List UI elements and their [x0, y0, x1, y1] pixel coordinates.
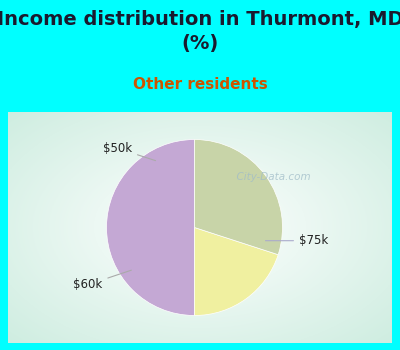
Wedge shape: [106, 140, 194, 315]
Text: $60k: $60k: [73, 270, 131, 291]
Text: Other residents: Other residents: [133, 77, 267, 92]
Text: $50k: $50k: [103, 142, 156, 161]
Wedge shape: [194, 228, 278, 315]
Text: $75k: $75k: [266, 234, 328, 247]
Wedge shape: [194, 140, 282, 255]
Text: City-Data.com: City-Data.com: [230, 172, 311, 182]
Text: Income distribution in Thurmont, MD
(%): Income distribution in Thurmont, MD (%): [0, 10, 400, 53]
